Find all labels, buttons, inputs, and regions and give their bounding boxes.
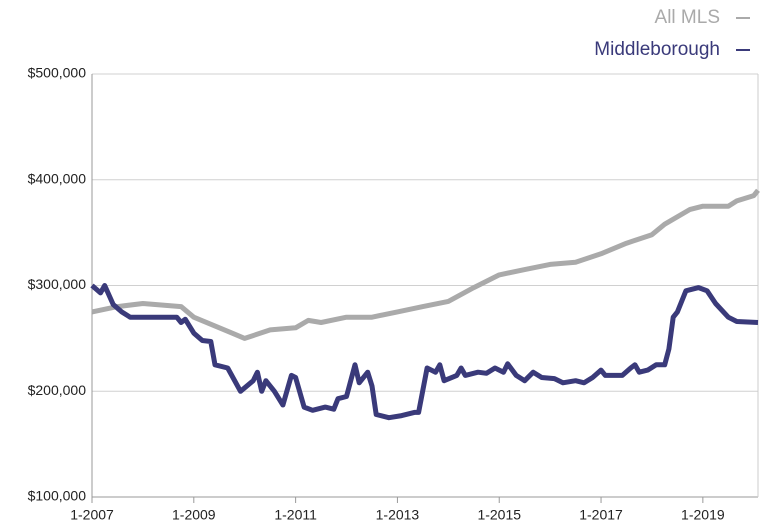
y-tick-label: $100,000 xyxy=(28,488,87,504)
x-tick-label: 1-2019 xyxy=(681,507,725,523)
y-tick-label: $300,000 xyxy=(28,276,87,292)
y-tick-label: $500,000 xyxy=(28,65,87,81)
x-tick-label: 1-2011 xyxy=(274,507,317,523)
y-tick-label: $400,000 xyxy=(28,170,87,186)
legend-label: All MLS xyxy=(655,7,720,28)
x-tick-label: 1-2017 xyxy=(579,507,623,523)
x-tick-label: 1-2007 xyxy=(70,507,114,523)
series-line xyxy=(91,188,760,341)
series-line xyxy=(90,283,759,421)
legend-label: Middleborough xyxy=(594,39,720,60)
x-tick-label: 1-2015 xyxy=(477,507,521,523)
x-tick-label: 1-2013 xyxy=(376,507,420,523)
y-tick-label: $200,000 xyxy=(28,382,87,398)
x-tick-label: 1-2009 xyxy=(172,507,216,523)
